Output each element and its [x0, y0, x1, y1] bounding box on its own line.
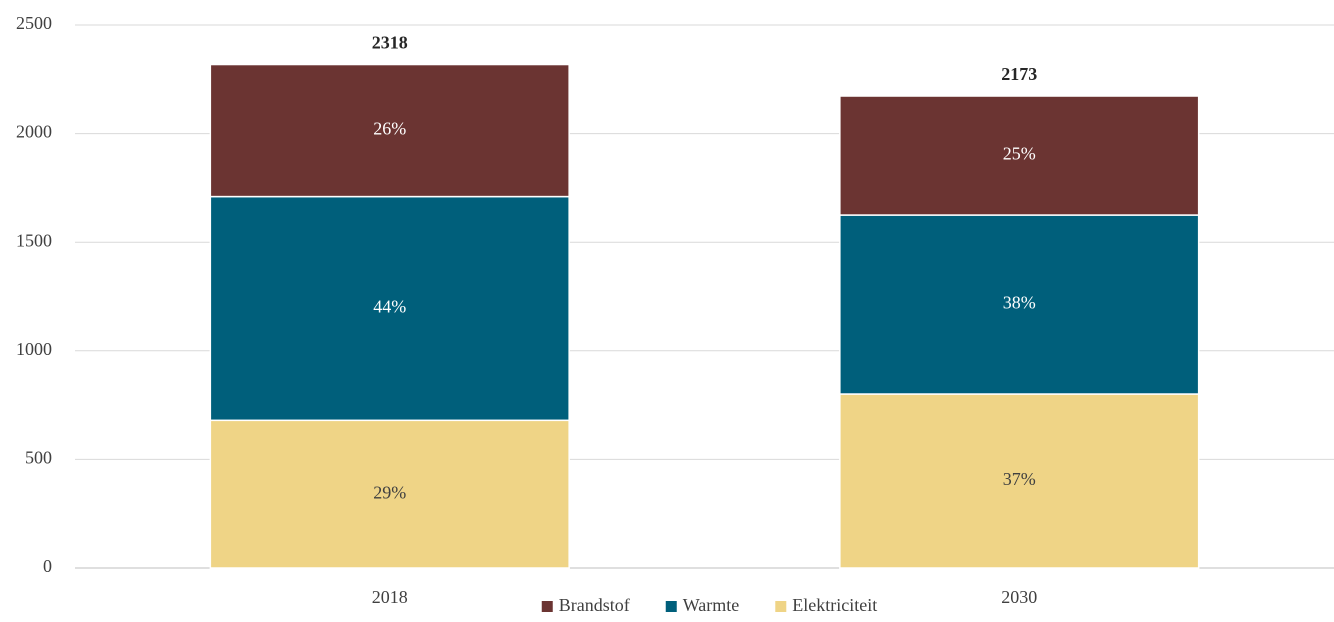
y-tick-label: 0 — [43, 556, 52, 576]
bar-segment — [209, 195, 570, 422]
legend-swatch — [541, 601, 553, 612]
segment-label: 29% — [373, 482, 406, 502]
segment-label: 25% — [1003, 144, 1036, 164]
legend-label: Brandstof — [559, 595, 630, 615]
bar-segment — [839, 95, 1200, 216]
y-tick-label: 500 — [25, 448, 52, 468]
bar-segment — [209, 419, 570, 569]
segment-label: 37% — [1003, 469, 1036, 489]
bar-segment — [839, 214, 1200, 395]
segment-label: 38% — [1003, 293, 1036, 313]
segment-label: 44% — [373, 297, 406, 317]
y-tick-label: 2500 — [16, 13, 52, 33]
y-tick-label: 1500 — [16, 230, 52, 250]
legend-label: Warmte — [683, 595, 740, 615]
legend-swatch — [775, 601, 787, 612]
total-label: 2318 — [372, 33, 408, 53]
legend-swatch — [665, 601, 677, 612]
total-label: 2173 — [1001, 64, 1037, 84]
x-tick-label: 2030 — [1001, 587, 1037, 607]
legend-label: Elektriciteit — [792, 595, 877, 615]
y-tick-label: 1000 — [16, 339, 52, 359]
x-tick-label: 2018 — [372, 587, 408, 607]
y-tick-label: 2000 — [16, 122, 52, 142]
bar-segment — [209, 63, 570, 198]
segment-label: 26% — [373, 119, 406, 139]
